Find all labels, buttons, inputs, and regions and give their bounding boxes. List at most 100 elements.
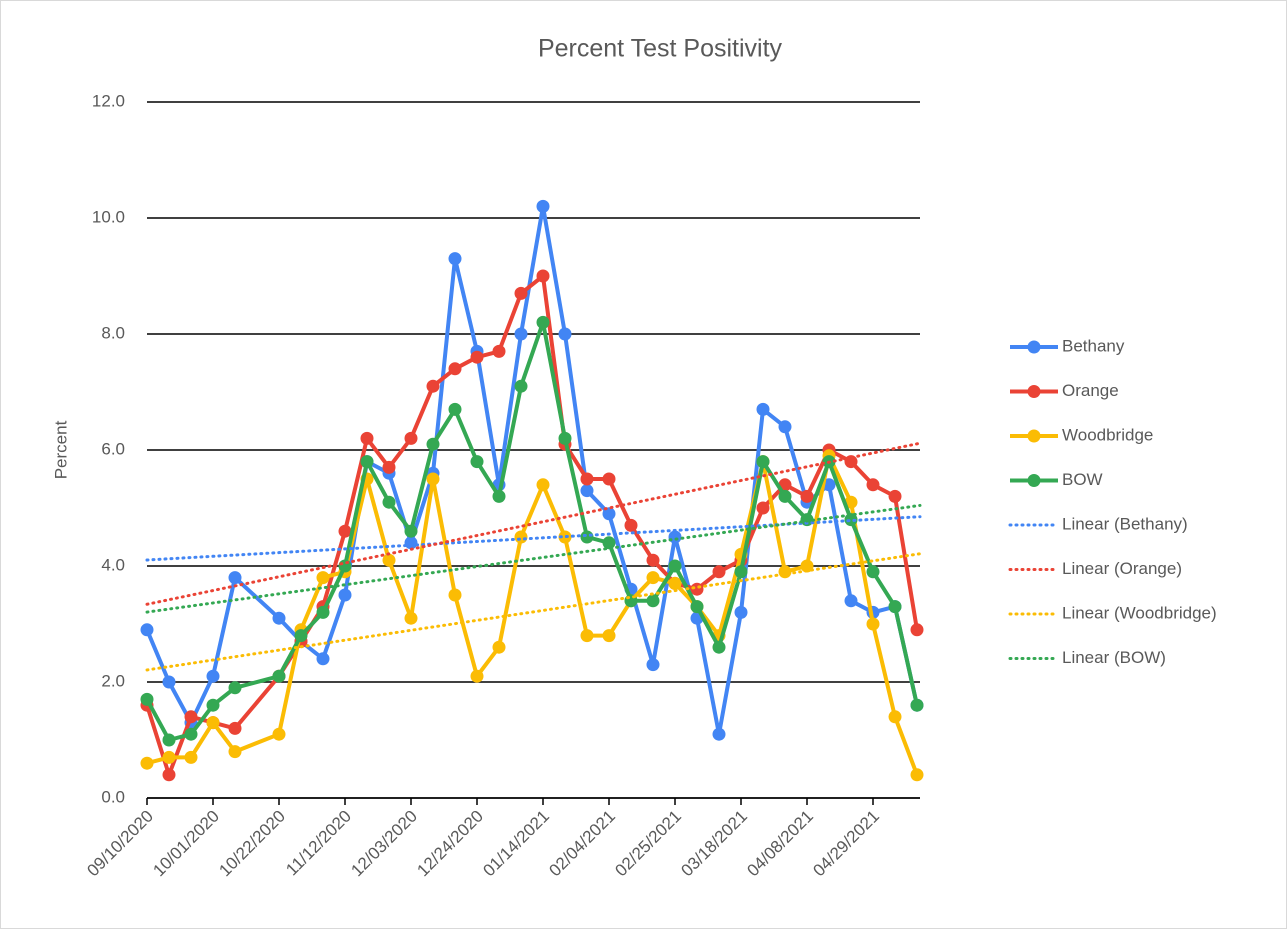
legend-marker [1027, 385, 1041, 398]
data-point [580, 530, 594, 544]
data-point [690, 600, 704, 614]
data-point [602, 507, 616, 521]
data-point [382, 460, 396, 474]
data-point [888, 600, 902, 614]
data-point [360, 455, 374, 469]
data-point [910, 768, 924, 782]
data-point [734, 565, 748, 579]
data-point [756, 402, 770, 416]
trendline [145, 441, 922, 606]
y-tick-label: 0.0 [101, 787, 125, 806]
legend-label: Woodbridge [1062, 425, 1153, 444]
data-point [910, 698, 924, 712]
data-point [140, 692, 154, 706]
legend-label: Linear (BOW) [1062, 648, 1166, 667]
data-point [316, 571, 330, 585]
data-point [514, 530, 528, 544]
data-point [602, 629, 616, 643]
legend-label: Linear (Bethany) [1062, 514, 1188, 533]
data-point [668, 576, 682, 590]
data-point [316, 605, 330, 619]
data-point [910, 623, 924, 637]
data-point [140, 756, 154, 770]
data-point [888, 489, 902, 503]
data-point [448, 362, 462, 376]
y-tick-label: 12.0 [92, 91, 125, 110]
data-point [404, 524, 418, 538]
data-point [734, 605, 748, 619]
data-point [228, 681, 242, 695]
data-point [404, 611, 418, 625]
data-point [778, 565, 792, 579]
data-point [756, 455, 770, 469]
data-point [492, 344, 506, 358]
data-point [228, 571, 242, 585]
legend-label: Bethany [1062, 336, 1125, 355]
trendline [145, 503, 922, 614]
data-point [206, 698, 220, 712]
data-point [228, 745, 242, 759]
data-point [448, 588, 462, 602]
data-point [316, 652, 330, 666]
data-point [338, 588, 352, 602]
data-point [536, 269, 550, 283]
data-point [800, 489, 814, 503]
data-point [426, 472, 440, 486]
legend-label: Linear (Woodbridge) [1062, 603, 1217, 622]
data-point [514, 327, 528, 341]
data-point [426, 437, 440, 451]
data-point [184, 727, 198, 741]
data-point [646, 658, 660, 672]
data-point [382, 495, 396, 509]
data-point [448, 402, 462, 416]
data-point [558, 431, 572, 445]
data-point [470, 669, 484, 683]
data-point [712, 727, 726, 741]
data-point [360, 431, 374, 445]
data-point [492, 489, 506, 503]
data-point [162, 768, 176, 782]
chart-title: Percent Test Positivity [538, 35, 783, 63]
legend-label: Orange [1062, 381, 1119, 400]
data-point [602, 536, 616, 550]
data-point [404, 431, 418, 445]
data-point [866, 565, 880, 579]
data-point [558, 327, 572, 341]
data-point [536, 315, 550, 329]
legend-label: Linear (Orange) [1062, 559, 1182, 578]
data-point [580, 629, 594, 643]
data-point [140, 623, 154, 637]
data-point [492, 640, 506, 654]
data-point [778, 420, 792, 434]
data-point [184, 750, 198, 764]
data-point [228, 721, 242, 735]
data-point [778, 489, 792, 503]
data-point [470, 350, 484, 364]
y-tick-label: 6.0 [101, 439, 125, 458]
y-tick-label: 2.0 [101, 671, 125, 690]
y-tick-label: 8.0 [101, 323, 125, 342]
y-axis-label: Percent [51, 420, 70, 479]
data-point [514, 379, 528, 393]
data-point [580, 484, 594, 498]
data-point [800, 559, 814, 573]
data-point [272, 669, 286, 683]
data-point [162, 750, 176, 764]
data-point [602, 472, 616, 486]
data-point [866, 478, 880, 492]
data-point [206, 669, 220, 683]
legend-marker [1027, 429, 1041, 443]
data-point [536, 199, 550, 213]
data-point [756, 501, 770, 515]
data-point [712, 565, 726, 579]
legend-marker [1027, 474, 1041, 487]
data-point [624, 518, 638, 532]
data-point [184, 710, 198, 724]
data-point [162, 733, 176, 747]
data-point [338, 524, 352, 538]
data-point [206, 716, 220, 730]
data-point [646, 571, 660, 585]
data-point [866, 617, 880, 631]
